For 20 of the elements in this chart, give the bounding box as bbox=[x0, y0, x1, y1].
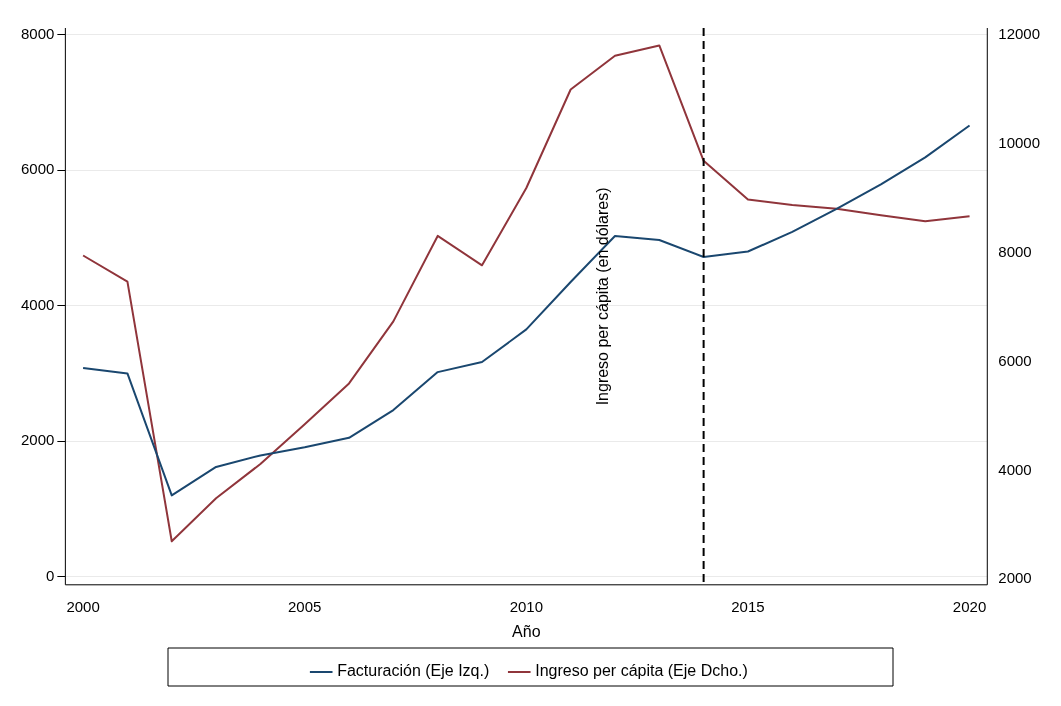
x-tick-label: 2020 bbox=[952, 597, 987, 615]
annotation: Ingreso per cápita (en dólares) bbox=[594, 187, 612, 406]
legend-label: Ingreso per cápita (Eje Dcho.) bbox=[535, 662, 748, 680]
y2-tick-label: 10000 bbox=[998, 134, 1041, 152]
y2-tick-label: 8000 bbox=[998, 242, 1032, 260]
y2-tick-label: 2000 bbox=[998, 569, 1032, 587]
x-tick-label: 2000 bbox=[66, 597, 100, 615]
legend-label: Facturación (Eje Izq.) bbox=[337, 662, 490, 680]
x-tick-label: 2015 bbox=[731, 597, 765, 615]
y-tick-label: 0 bbox=[46, 566, 55, 584]
y-tick-label: 6000 bbox=[20, 160, 55, 178]
y-tick-label: 2000 bbox=[20, 431, 55, 449]
x-axis-title: Año bbox=[512, 622, 541, 640]
y2-tick-label: 6000 bbox=[998, 351, 1032, 369]
x-tick-label: 2005 bbox=[288, 597, 322, 615]
y2-tick-label: 4000 bbox=[998, 460, 1032, 478]
y2-tick-label: 12000 bbox=[998, 25, 1041, 43]
x-tick-label: 2010 bbox=[509, 597, 544, 615]
y-tick-label: 8000 bbox=[20, 24, 55, 42]
y-tick-label: 4000 bbox=[20, 295, 55, 313]
